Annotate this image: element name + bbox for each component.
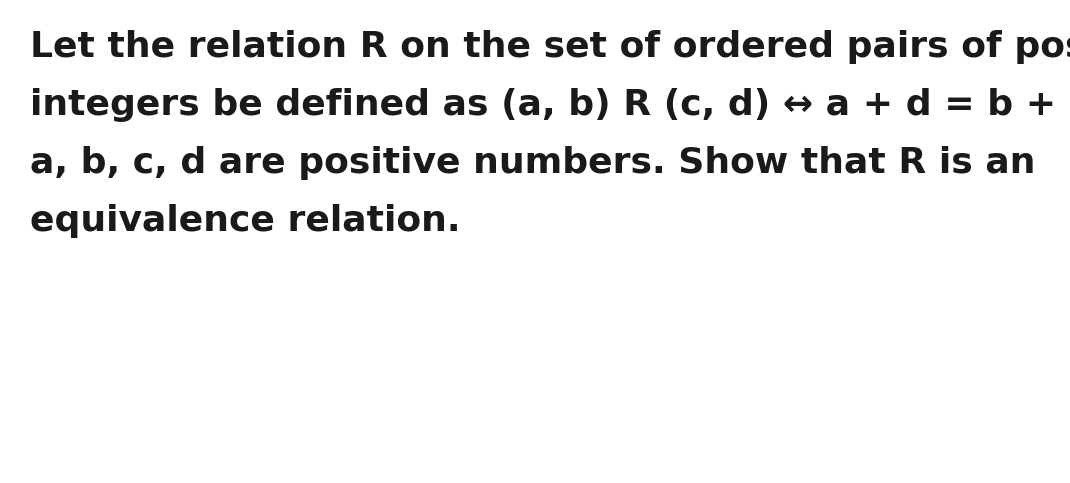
Text: Let the relation R on the set of ordered pairs of positive: Let the relation R on the set of ordered… — [30, 30, 1070, 64]
Text: a, b, c, d are positive numbers. Show that R is an: a, b, c, d are positive numbers. Show th… — [30, 146, 1036, 180]
Text: integers be defined as (a, b) R (c, d) ↔ a + d = b + c, where: integers be defined as (a, b) R (c, d) ↔… — [30, 88, 1070, 122]
Text: equivalence relation.: equivalence relation. — [30, 204, 460, 238]
